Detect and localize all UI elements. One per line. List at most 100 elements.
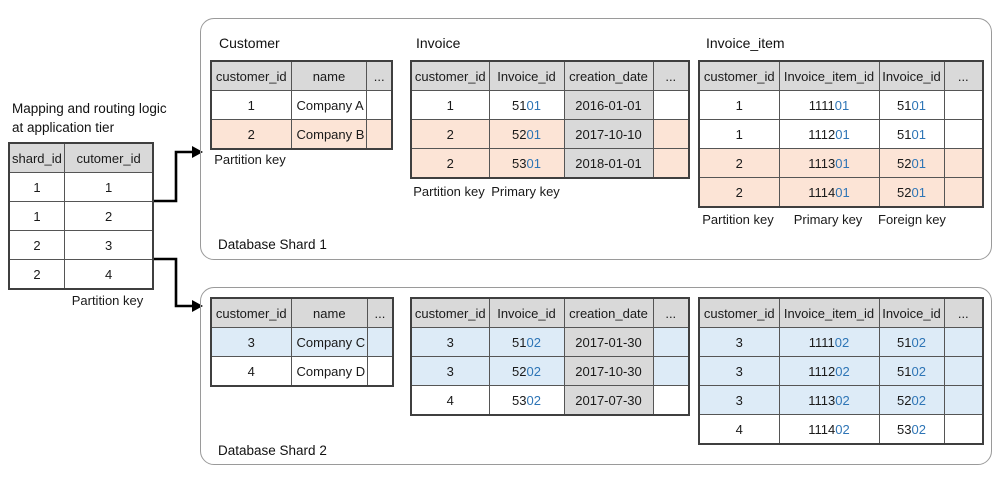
key-label: Primary key [793,212,863,227]
table-row: 3 111102 5102 [698,327,984,357]
table-row: 1 111101 5101 [698,90,984,120]
table-cell: 5201 [488,119,565,149]
table-row: 3 5102 2017-01-30 [410,327,690,357]
table-cell: 2017-01-30 [563,327,654,357]
table-row: 3 111302 5202 [698,385,984,415]
column-header: ... [367,297,394,328]
shard2-label: Database Shard 2 [218,443,327,458]
table-cell [652,119,690,149]
table-cell [366,119,393,150]
table-cell: 3 [698,385,780,415]
column-header: ... [652,297,690,328]
table-cell: 1 [410,90,490,120]
table-cell: 2 [410,148,490,179]
table-cell: 3 [698,327,780,357]
column-header: customer_id [210,297,292,328]
mapping-heading: Mapping and routing logic at application… [12,99,167,137]
key-label: Foreign key [878,212,946,227]
key-label: Primary key [491,184,560,199]
table-cell: 111401 [778,177,880,208]
table-cell: 111101 [778,90,880,120]
shard1-invoice-item-table: customer_id Invoice_item_id Invoice_id... 1… [698,60,984,208]
column-header: Invoice_id [878,60,945,91]
table-cell: 5102 [878,327,945,357]
table-cell: 4 [63,259,154,290]
table-cell: 5301 [488,148,565,179]
table-cell [943,148,984,178]
table-cell [943,119,984,149]
table-cell [943,385,984,415]
table-cell: 5202 [878,385,945,415]
header-row: customer_id Invoice_item_id Invoice_id... [698,60,984,91]
table-cell [943,356,984,386]
table-cell: 111202 [778,356,880,386]
table-cell: 111102 [778,327,880,357]
table-cell: 4 [410,385,490,416]
header-row: customer_id Invoice_id creation_date... [410,297,690,328]
table-cell: 2017-10-30 [563,356,654,386]
table-cell [652,327,690,357]
table-cell: Company A [290,90,368,120]
header-row: customer_id name... [210,297,394,328]
column-header: name [290,60,368,91]
arrow-to-shard1 [152,150,192,203]
column-header: customer_id [698,60,780,91]
table-cell: 1 [698,119,780,149]
mapping-heading-line2: at application tier [12,120,115,135]
column-header: Invoice_item_id [778,60,880,91]
table-cell: 3 [410,327,490,357]
table-cell: Company C [290,327,369,357]
table-cell: 5101 [488,90,565,120]
table-cell: 5302 [878,414,945,445]
shard1-box [200,18,992,260]
column-header: customer_id [410,297,490,328]
mapping-partition-key-label: Partition key [71,293,144,308]
invoice-item-table-title: Invoice_item [706,35,785,51]
table-cell: 2018-01-01 [563,148,654,179]
shard1-invoice-table: customer_id Invoice_id creation_date... 1 51… [410,60,690,179]
table-cell [652,385,690,416]
table-row: 2 5201 2017-10-10 [410,119,690,149]
table-cell: 4 [698,414,780,445]
table-cell: 111301 [778,148,880,178]
table-cell: 2016-01-01 [563,90,654,120]
header-row: customer_id Invoice_id creation_date... [410,60,690,91]
table-cell: 2 [8,230,65,260]
mapping-heading-line1: Mapping and routing logic [12,101,167,116]
column-header: Invoice_id [878,297,945,328]
table-cell [367,327,394,357]
table-cell: Company B [290,119,368,150]
shard2-invoice-table: customer_id Invoice_id creation_date... 3 51… [410,297,690,416]
table-cell: 3 [698,356,780,386]
column-header: ... [943,60,984,91]
table-row: 4 5302 2017-07-30 [410,385,690,416]
mapping-table: shard_id cutomer_id 1 1 1 2 2 3 2 4 [8,142,155,290]
table-row: 4 111402 5302 [698,414,984,445]
shard1-customer-key-labels: Partition key [210,152,290,167]
shard1-invoice-key-labels: Partition key Primary key [410,184,563,199]
table-cell: 5102 [878,356,945,386]
table-cell: 5102 [488,327,565,357]
table-cell [366,90,393,120]
column-header: name [290,297,369,328]
invoice-table-title: Invoice [416,35,461,51]
table-cell: 5101 [878,90,945,120]
table-cell: 2 [698,148,780,178]
table-row: 2 Company B [210,119,393,150]
table-cell: 2 [410,119,490,149]
key-label: Partition key [214,152,286,167]
table-cell: 5201 [878,148,945,178]
table-cell: 5101 [878,119,945,149]
column-header: customer_id [210,60,292,91]
table-cell: 2 [698,177,780,208]
column-header: cutomer_id [63,142,154,173]
column-header: customer_id [698,297,780,328]
table-cell: 2 [210,119,292,150]
table-cell [652,148,690,179]
column-header: shard_id [8,142,65,173]
table-row: 1 Company A [210,90,393,120]
